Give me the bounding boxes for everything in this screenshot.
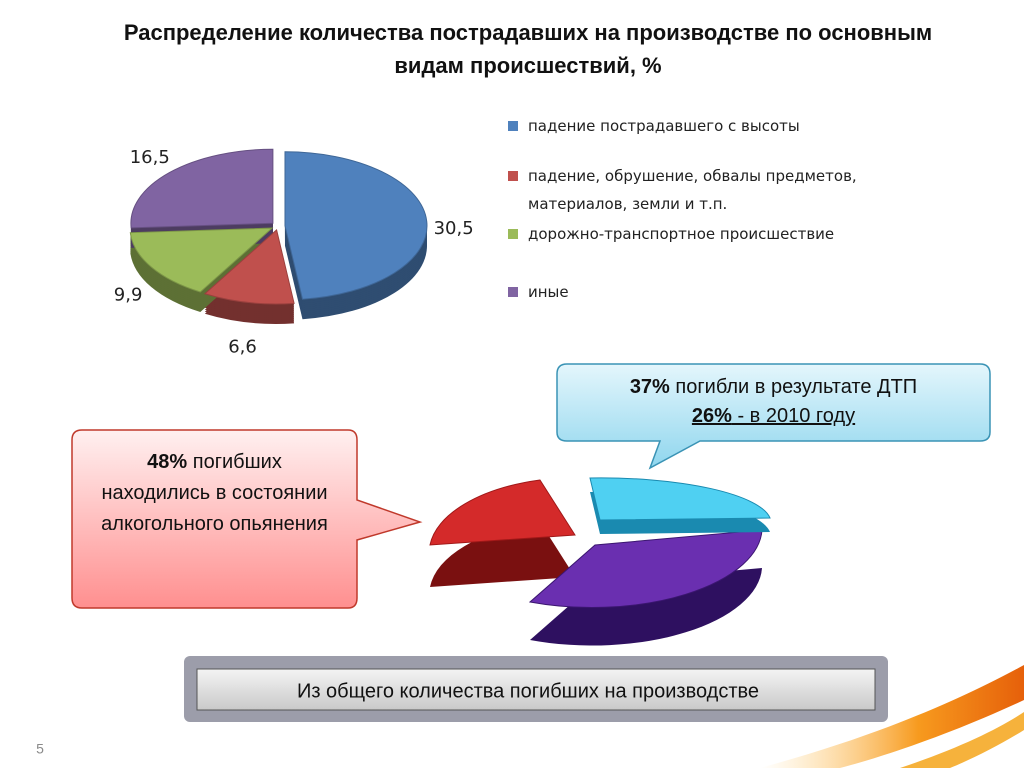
legend-entry: падение, обрушение, обвалы предметов, ма… xyxy=(508,162,948,218)
pie-slice xyxy=(129,227,274,293)
legend-swatch xyxy=(508,171,518,181)
data-label: 16,5 xyxy=(130,147,170,168)
pie-slice xyxy=(130,148,274,229)
callout-percent: 26% xyxy=(691,405,732,427)
callout-text: 48% погибших находились в состоянии алко… xyxy=(92,447,337,540)
legend: падение пострадавшего с высоты падение, о… xyxy=(508,112,948,306)
callout-percent: 37% xyxy=(629,376,670,398)
decor-pie xyxy=(429,477,771,646)
chart-title: Распределение количества пострадавших на… xyxy=(123,20,933,78)
data-label: 9,9 xyxy=(114,285,143,306)
callout-percent: 48% xyxy=(147,451,188,473)
page-number: 5 xyxy=(36,741,44,757)
footer-box xyxy=(196,668,876,711)
callout-box xyxy=(556,363,991,470)
callout-box xyxy=(71,429,423,609)
callout-body: - в 2010 году xyxy=(731,405,856,427)
data-label: 30,5 xyxy=(434,218,474,239)
legend-entry: падение пострадавшего с высоты xyxy=(508,112,948,140)
decor-swoosh xyxy=(900,712,1024,768)
pie-slice xyxy=(284,151,428,300)
legend-swatch xyxy=(508,287,518,297)
legend-swatch xyxy=(508,121,518,131)
callout-text: 37% погибли в результате ДТП 26% - в 201… xyxy=(567,373,980,431)
legend-swatch xyxy=(508,229,518,239)
callout-body: погибли в результате ДТП xyxy=(675,376,918,398)
data-label: 6,6 xyxy=(228,337,257,358)
footer-text: Из общего количества погибших на произво… xyxy=(297,680,759,702)
callout-body: погибших находились в состоянии алкоголь… xyxy=(101,451,328,535)
legend-label: иные xyxy=(528,283,569,301)
legend-entry: дорожно-транспортное происшествие xyxy=(508,220,948,248)
decor-swoosh xyxy=(760,665,1024,768)
legend-label: падение, обрушение, обвалы предметов, ма… xyxy=(528,167,857,213)
legend-label: падение пострадавшего с высоты xyxy=(528,117,800,135)
legend-label: дорожно-транспортное происшествие xyxy=(528,225,835,243)
pie-slice xyxy=(203,228,295,305)
legend-entry: иные xyxy=(508,278,948,306)
